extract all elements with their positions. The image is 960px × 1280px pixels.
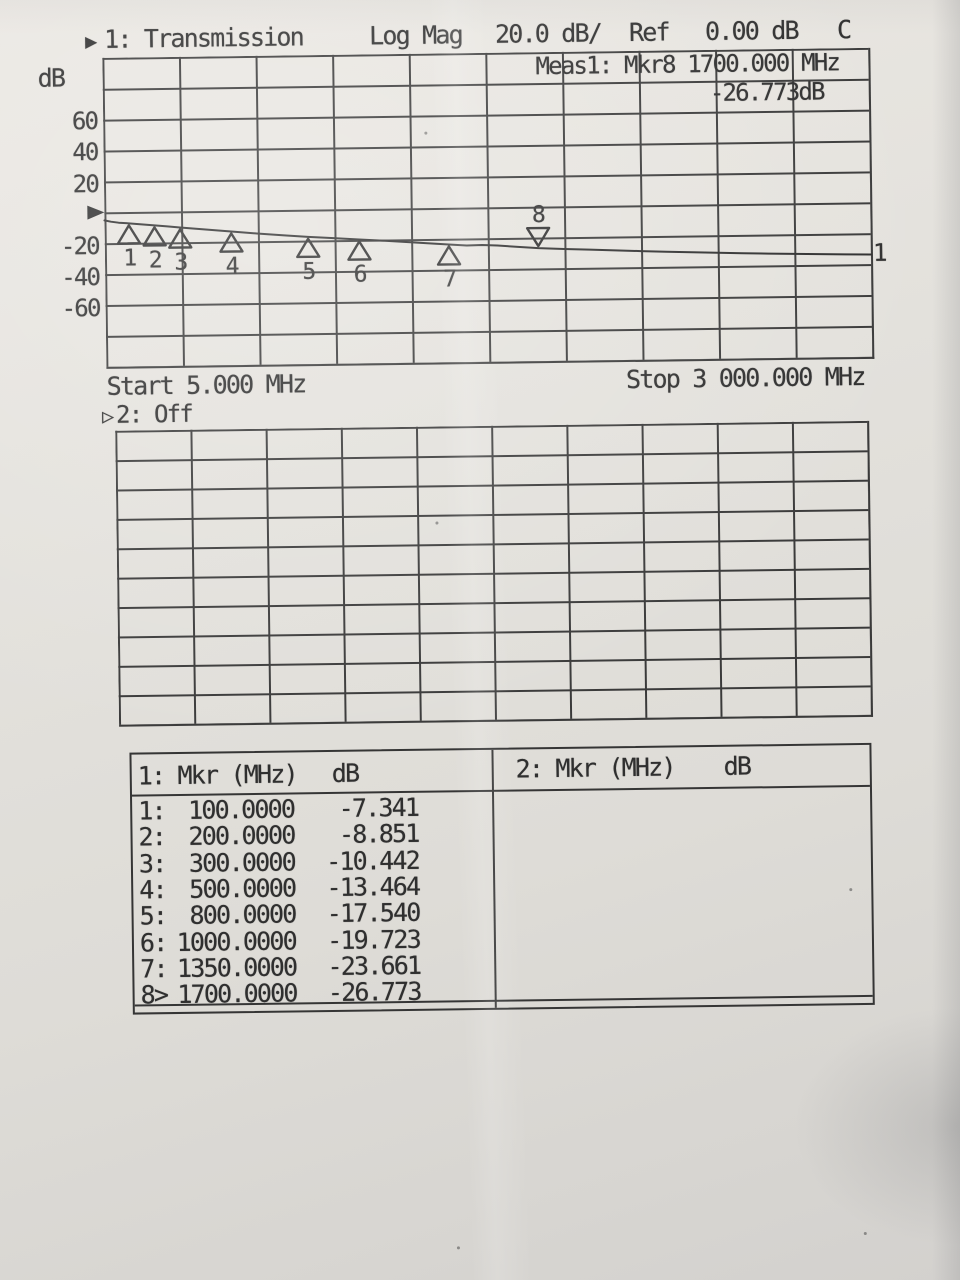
dust-speck — [849, 888, 853, 892]
marker-number: 7 — [443, 266, 456, 292]
marker-table-ch1-db-col: dB — [331, 758, 359, 788]
marker-table-ch2-db-col: dB — [723, 751, 751, 781]
marker-number-cell: 6: — [139, 927, 167, 957]
marker-number-cell: 2: — [138, 822, 166, 852]
dust-speck — [456, 1246, 460, 1250]
marker-triangle-icon — [219, 232, 244, 253]
marker-number: 8 — [532, 202, 545, 228]
marker-number: 3 — [174, 249, 187, 275]
marker-db-cell: -8.851 — [338, 819, 419, 850]
amplitude-unit-label: dB — [37, 63, 65, 93]
marker-freq-cell: 1000.0000 — [176, 925, 297, 957]
ref-value: 0.00 dB — [704, 15, 799, 47]
marker-number: 5 — [302, 259, 314, 285]
marker-number-cell: 5: — [139, 901, 167, 931]
ref-label: Ref — [628, 17, 670, 47]
marker-freq-cell: 800.0000 — [189, 899, 296, 931]
marker-freq-cell: 1700.0000 — [177, 978, 297, 1010]
marker-triangle-icon — [436, 245, 462, 266]
dust-speck — [863, 1231, 867, 1236]
marker-table-rows: 1: 100.0000 -7.341 2: 200.0000 -8.851 3: 300.00… — [138, 793, 491, 1010]
cal-indicator: C — [836, 15, 851, 45]
marker-number-cell: 3: — [138, 848, 166, 879]
marker-table-row: 8> 1700.0000 -26.773 — [140, 976, 490, 1010]
marker-table-ch1-header: 1: Mkr (MHz) — [137, 759, 297, 791]
ref-level-arrow-icon — [87, 205, 105, 220]
marker-db-cell: -19.723 — [326, 924, 421, 955]
marker-number-cell: 7: — [140, 953, 167, 984]
marker-table: 1: Mkr (MHz) dB 2: Mkr (MHz) dB 1: 100.00… — [129, 742, 875, 1015]
dust-speck — [424, 131, 428, 135]
marker-triangle-icon — [142, 226, 167, 247]
stop-frequency-label: Stop 3 000.000 MHz — [625, 361, 865, 395]
channel2-header: ▷2: Off — [101, 399, 193, 429]
scale-label: 20.0 dB/ — [494, 18, 602, 49]
marker-triangle-icon — [347, 240, 372, 261]
dust-speck — [435, 521, 439, 525]
format-label: Log Mag — [368, 20, 463, 51]
trace-plot: 1 2 3 4 5 6 78 1 — [87, 202, 886, 293]
marker-db-cell: -17.540 — [326, 898, 420, 929]
marker-number: 2 — [149, 247, 161, 273]
marker-freq-cell: 200.0000 — [188, 820, 295, 852]
marker-triangle-icon — [296, 237, 321, 259]
marker-triangle-icon — [525, 226, 551, 248]
marker-number: 4 — [225, 253, 238, 279]
marker-table-ch2-header: 2: Mkr (MHz) — [515, 752, 675, 784]
marker-triangle-icon — [168, 228, 193, 249]
inactive-channel-indicator-icon: ▷ — [101, 403, 117, 428]
marker-db-cell: -26.773 — [327, 976, 421, 1008]
marker-triangle-icon — [116, 224, 142, 245]
channel2-title: 2: Off — [115, 399, 193, 429]
marker-number-cell: 8> — [140, 980, 168, 1010]
trace-line — [103, 219, 872, 256]
trace-number-label: 1 — [873, 239, 886, 267]
table-divider — [491, 749, 497, 1008]
marker-number-cell: 1: — [138, 796, 165, 826]
marker-number-cell: 4: — [139, 875, 166, 905]
marker-number: 6 — [353, 261, 366, 287]
start-frequency-label: Start 5.000 MHz — [106, 369, 306, 401]
marker-number: 1 — [123, 245, 136, 271]
channel2-graticule — [115, 420, 874, 727]
